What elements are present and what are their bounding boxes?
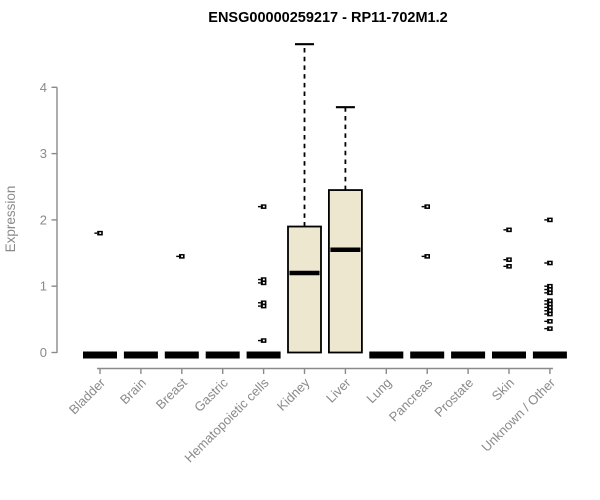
outlier-point-center <box>508 228 511 231</box>
outlier-point-center <box>549 320 552 323</box>
outlier-point-center <box>508 258 511 261</box>
zero-box <box>492 351 526 359</box>
outlier-point-center <box>262 301 265 304</box>
outlier-point-center <box>549 291 552 294</box>
outlier-point-center <box>549 219 552 221</box>
zero-box <box>369 351 404 359</box>
zero-box <box>246 351 281 359</box>
outlier-point-center <box>181 255 183 258</box>
outlier-point-center <box>426 255 429 258</box>
outlier-point-center <box>549 313 552 315</box>
outlier-point-center <box>262 339 265 342</box>
x-tick-label: Gastric <box>191 375 231 415</box>
y-tick-label: 3 <box>40 146 47 161</box>
outlier-point-center <box>262 278 265 281</box>
box <box>327 189 363 354</box>
zero-box <box>164 351 199 359</box>
outlier-point-center <box>262 281 265 284</box>
zero-box <box>451 351 486 359</box>
y-axis-label: Expression <box>3 186 18 253</box>
x-tick-label: Bladder <box>66 375 109 418</box>
x-tick-label: Unknown / Other <box>478 375 558 455</box>
outlier-point-center <box>549 309 552 312</box>
x-tick-label: Pancreas <box>386 375 436 425</box>
outlier-point-center <box>549 299 552 302</box>
outlier-point-center <box>262 305 265 307</box>
outlier-point-center <box>508 265 511 268</box>
outlier-point-center <box>549 306 552 309</box>
x-tick-label: Brain <box>117 375 149 407</box>
zero-box <box>205 351 240 359</box>
zero-box <box>83 351 117 359</box>
box <box>287 225 322 354</box>
x-tick-label: Skin <box>489 375 517 403</box>
outlier-point-center <box>426 205 429 208</box>
outlier-point-center <box>99 232 102 234</box>
x-tick-label: Lung <box>363 375 394 406</box>
outlier-point-center <box>549 303 552 305</box>
zero-box <box>532 351 567 359</box>
zero-box <box>410 351 445 359</box>
outlier-point-center <box>549 327 552 330</box>
zero-box <box>123 351 158 359</box>
outlier-point-center <box>549 262 552 264</box>
chart-title: ENSG00000259217 - RP11-702M1.2 <box>208 10 447 26</box>
outlier-point-center <box>549 285 552 287</box>
x-tick-label: Prostate <box>431 375 476 420</box>
outlier-point-center <box>262 205 265 208</box>
x-tick-label: Liver <box>323 375 354 406</box>
y-tick-label: 1 <box>40 279 47 294</box>
y-tick-label: 2 <box>40 212 47 227</box>
y-tick-label: 0 <box>40 345 47 360</box>
x-tick-label: Breast <box>153 375 190 412</box>
x-tick-label: Kidney <box>274 375 313 414</box>
y-tick-label: 4 <box>40 80 47 95</box>
outlier-point-center <box>549 288 552 291</box>
